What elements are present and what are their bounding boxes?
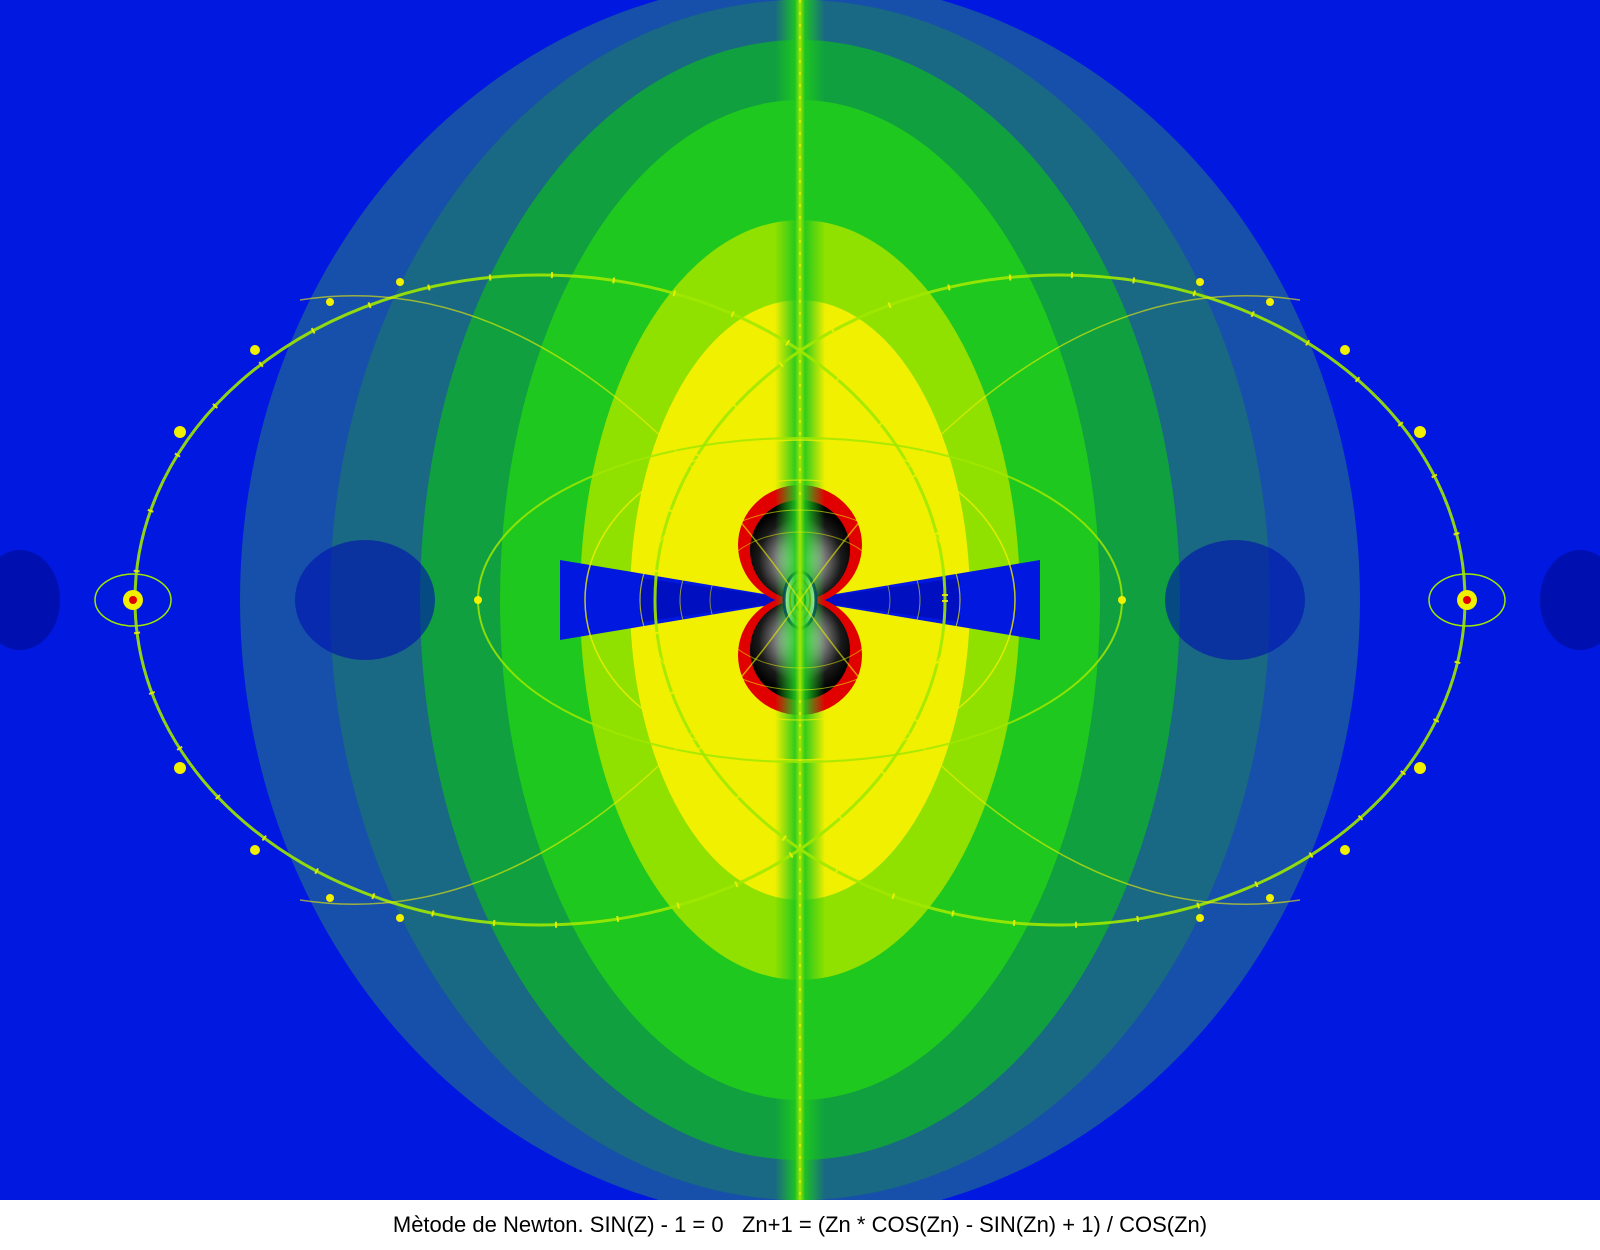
caption-bar: Mètode de Newton. SIN(Z) - 1 = 0 Zn+1 = … [0, 1200, 1600, 1250]
caption-text: Mètode de Newton. SIN(Z) - 1 = 0 Zn+1 = … [392, 1212, 1208, 1237]
fractal-graphic [0, 0, 1600, 1200]
orbit-nodes [123, 278, 1477, 922]
fractal-image [0, 0, 1600, 1200]
